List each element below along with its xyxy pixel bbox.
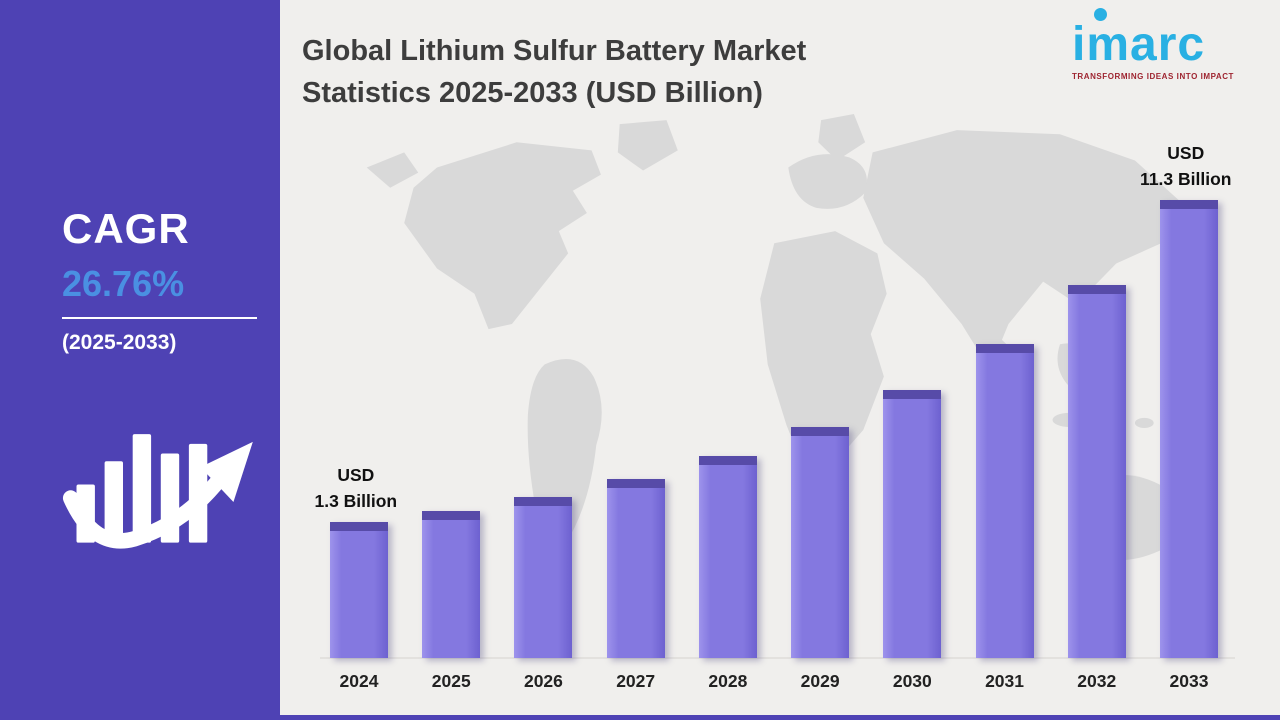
chart-title-line1: Global Lithium Sulfur Battery Market (302, 35, 807, 67)
bottom-accent-strip (280, 715, 1280, 720)
bar-2031 (975, 344, 1034, 658)
bar-column-2028: 2028 (697, 456, 759, 691)
bar-2027 (606, 479, 665, 658)
x-axis-label-2027: 2027 (616, 671, 656, 691)
bar-2024 (330, 522, 388, 658)
x-axis-label-2024: 2024 (339, 671, 379, 691)
bar-column-2026: 2026 (512, 497, 574, 691)
bar-2033 (1159, 200, 1218, 658)
x-axis-label-2031: 2031 (985, 671, 1024, 691)
bar-2025 (422, 511, 481, 658)
x-axis-label-2028: 2028 (708, 671, 748, 691)
last-bar-value-label: USD 11.3 Billion (1140, 142, 1232, 189)
chart-title: Global Lithium Sulfur Battery Market Sta… (302, 30, 806, 114)
bar-column-2032: 2032 (1066, 285, 1128, 691)
cagr-period: (2025-2033) (62, 331, 177, 354)
x-axis-label-2026: 2026 (523, 671, 563, 691)
bar-2032 (1067, 285, 1126, 658)
bar-column-2027: 2027 (605, 479, 667, 691)
bar-2029 (791, 427, 850, 658)
cagr-panel: CAGR 26.76% (2025-2033) (0, 0, 280, 720)
chart-title-line2: Statistics 2025-2033 (USD Billion) (302, 77, 763, 110)
logo-tagline: TRANSFORMING IDEAS INTO IMPACT (1072, 72, 1234, 81)
growth-chart-arrow-icon (62, 407, 277, 562)
cagr-label: CAGR (62, 205, 190, 252)
bar-column-2024: 2024 USD 1.3 Billion (314, 465, 397, 692)
logo-dot-icon (1094, 8, 1107, 21)
x-axis-label-2025: 2025 (431, 671, 471, 691)
bar-2030 (883, 390, 942, 658)
bar-column-2029: 2029 (789, 427, 851, 691)
bar-column-2031: 2031 (974, 344, 1036, 691)
x-axis-label-2030: 2030 (892, 671, 932, 691)
first-bar-value-label: USD 1.3 Billion (314, 464, 398, 511)
x-axis-label-2032: 2032 (1077, 671, 1117, 691)
cagr-value: 26.76% (62, 263, 185, 304)
imarc-logo: imarc TRANSFORMING IDEAS INTO IMPACT (1072, 8, 1262, 81)
x-axis-line (320, 657, 1235, 659)
logo-name: imarc (1072, 18, 1206, 71)
bar-column-2025: 2025 (420, 511, 482, 691)
chart-area: Global Lithium Sulfur Battery Market Sta… (280, 0, 1280, 720)
cagr-divider (62, 317, 257, 319)
x-axis-label-2029: 2029 (800, 671, 840, 691)
bar-series: 2024 USD 1.3 Billion 2025 2026 2027 2028 2029 20… (314, 143, 1231, 692)
bar-2028 (698, 456, 757, 658)
bar-column-2030: 2030 (881, 390, 943, 691)
bar-column-2033: 2033 USD 11.3 Billion (1140, 143, 1231, 692)
bar-2026 (514, 497, 573, 658)
x-axis-label-2033: 2033 (1169, 671, 1209, 691)
